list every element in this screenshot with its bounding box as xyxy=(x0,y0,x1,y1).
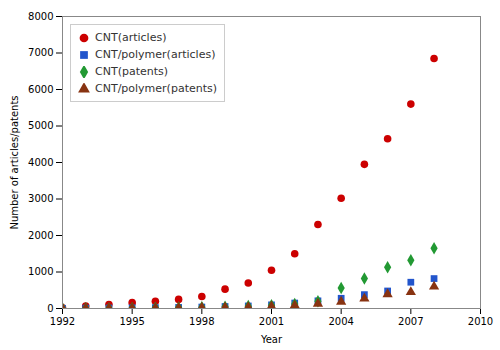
svg-text:2001: 2001 xyxy=(259,316,284,327)
svg-text:8000: 8000 xyxy=(28,11,53,22)
html-text:CNT(patents): CNT(patents) xyxy=(95,65,168,78)
svg-text:5000: 5000 xyxy=(28,120,53,131)
svg-text:3000: 3000 xyxy=(28,193,53,204)
html-text:CNT/polymer(articles): CNT/polymer(articles) xyxy=(95,48,216,61)
svg-text:7000: 7000 xyxy=(28,47,53,58)
svg-text:Number of articles/patents: Number of articles/patents xyxy=(9,95,20,229)
svg-text:6000: 6000 xyxy=(28,84,53,95)
html-text:CNT/polymer(patents): CNT/polymer(patents) xyxy=(95,82,217,95)
svg-text:2010: 2010 xyxy=(468,316,493,327)
svg-text:2007: 2007 xyxy=(398,316,423,327)
svg-text:2004: 2004 xyxy=(328,316,353,327)
html-text:CNT(articles): CNT(articles) xyxy=(95,31,167,44)
svg-text:1000: 1000 xyxy=(28,266,53,277)
svg-text:1992: 1992 xyxy=(50,316,75,327)
svg-text:Year: Year xyxy=(260,334,283,345)
svg-text:0: 0 xyxy=(47,303,53,314)
svg-text:1995: 1995 xyxy=(119,316,144,327)
svg-text:1998: 1998 xyxy=(189,316,214,327)
svg-text:2000: 2000 xyxy=(28,230,53,241)
svg-text:4000: 4000 xyxy=(28,157,53,168)
